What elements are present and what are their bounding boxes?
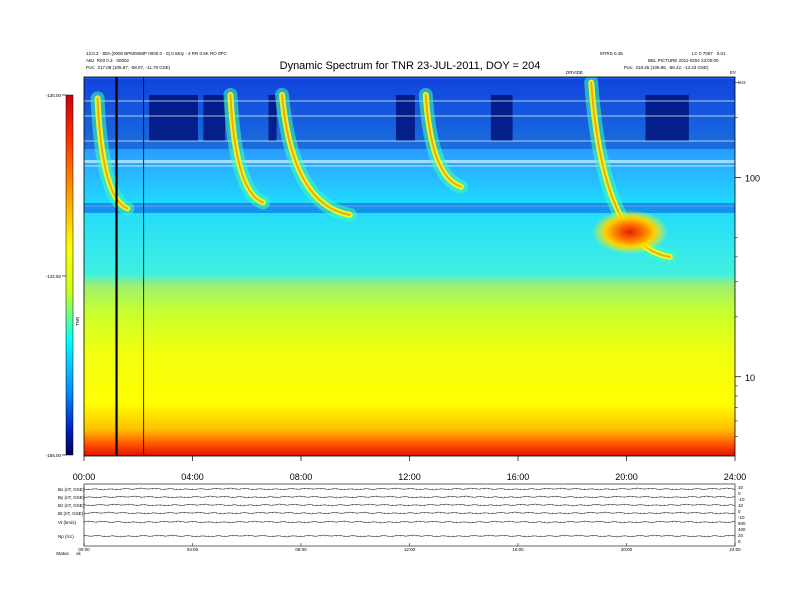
lower-x-tick-label: 12:00 [404,547,416,552]
panel-right-label: -10 [738,515,745,520]
colorbar-tick-label: -142.50 [46,274,62,279]
dark-patch [395,95,415,141]
panel-right-label: 10 [738,503,744,508]
lower-x-tick-label: 20:00 [621,547,633,552]
radio-burst-core [590,81,671,258]
header-right-line2: BEL PICTURE 2011-0204 23:00:00 [648,58,719,63]
radio-burst-core [424,93,463,188]
header-right-line1a: MTRS 0.45 [600,51,623,56]
header-right-line3: Pos: 218.45 (105.86, -58.42, -13.43 GSE) [624,65,709,70]
timeseries-trace [84,511,736,515]
x-tick-label: 00:00 [73,472,96,482]
panel-right-label: 600 [738,521,746,526]
colorbar-tick-label: -155.00 [46,453,62,458]
y-tick-label: 100 [745,174,760,184]
lower-footer-label: Status [56,551,70,556]
panel-right-label: 0 [738,509,741,514]
lower-x-tick-label: 16:00 [512,547,524,552]
colorbar [65,94,74,456]
lower-footer-value: ok [76,551,82,556]
x-tick-label: 24:00 [724,472,747,482]
timeseries-trace [83,487,736,491]
timeseries-trace [83,534,736,538]
lower-x-tick-label: 00:00 [78,547,90,552]
panel-left-label: Bz (nT, GSE) [58,503,85,508]
x-tick-label: 08:00 [290,472,313,482]
colorbar-ticks: -130.00 -142.50 -155.00 [46,93,66,458]
panel-left-label: By (nT, GSE) [58,495,85,500]
intense-emission-region [592,210,668,254]
x-tick-label: 12:00 [398,472,421,482]
dark-background-patches [84,79,735,149]
header-left-line2: ABJ R03 0.3 · 00002 [86,58,130,63]
dark-patch [268,95,277,141]
radio-bursts [90,77,677,264]
dark-patch [203,95,226,141]
chart-title: Dynamic Spectrum for TNR 23-JUL-2011, DO… [280,60,541,72]
panel-right-label: 0 [738,491,741,496]
y-axis-ticks: 100 10 [735,82,760,437]
band-stripe [84,165,735,167]
panel-left-label: Np (/cc) [58,534,74,539]
lower-x-tick-label: 24:00 [729,547,741,552]
band-stripe [84,100,735,102]
frequency-band-stripes [84,100,735,213]
x-axis-ticks: 00:00 04:00 08:00 12:00 16:00 20:00 24:00 [73,456,747,482]
panel-right-label: 400 [738,527,746,532]
header-left-line3: Pos: 217.08 (105.87, -58.07, -11.79 GSE) [86,65,171,70]
solar-wind-timeseries: Bx (nT, GSE) By (nT, GSE) Bz (nT, GSE) Bt (… [58,485,746,544]
panel-right-label: 20 [738,533,744,538]
timeseries-trace [83,503,736,507]
y-axis-top-label: kHz [738,80,746,85]
dark-patch [645,95,689,141]
band-stripe [84,140,735,142]
x-tick-label: 04:00 [181,472,204,482]
y-tick-label: 10 [745,373,755,383]
x-tick-label: 16:00 [507,472,530,482]
spectrogram-plot [84,77,735,456]
x-tick-label: 20:00 [615,472,638,482]
lower-x-axis-ticks: 00:00 04:00 08:00 12:00 16:00 20:00 24:00 [78,543,741,552]
header-left-line1: 12:0.3 · 80A (0000 BPM0058P 0000 0 · 0) … [86,51,227,56]
radio-burst-core [229,93,265,204]
top-marker-label-2: EV [730,70,736,75]
band-stripe [84,205,735,207]
band-stripe-dark [84,203,735,213]
timeseries-trace [83,495,736,499]
panel-left-label: Bt (nT, GSE) [58,511,84,516]
radio-burst-core [281,93,351,216]
lower-x-tick-label: 08:00 [295,547,307,552]
panel-left-label: Vt (km/s) [58,520,76,525]
colorbar-tick-label: -130.00 [46,93,62,98]
band-stripe [84,115,735,117]
band-stripe-light [84,160,735,163]
data-gap-lines [115,77,145,456]
panel-right-label: -10 [738,497,745,502]
radio-burst-core [96,97,129,210]
top-marker-label-1: DRVIDE [566,70,583,75]
panel-left-label: Bx (nT, GSE) [58,487,85,492]
timeseries-trace [83,520,736,524]
lower-x-tick-label: 04:00 [187,547,199,552]
colorbar-label: TNR [75,316,80,326]
dark-patch [149,95,198,141]
header-right-line1b: LC 0 7007 · 0.01 [692,51,726,56]
panel-right-label: 10 [738,485,744,490]
dark-top-band [84,79,735,149]
dark-patch [490,95,513,141]
panel-right-label: 0 [738,539,741,544]
